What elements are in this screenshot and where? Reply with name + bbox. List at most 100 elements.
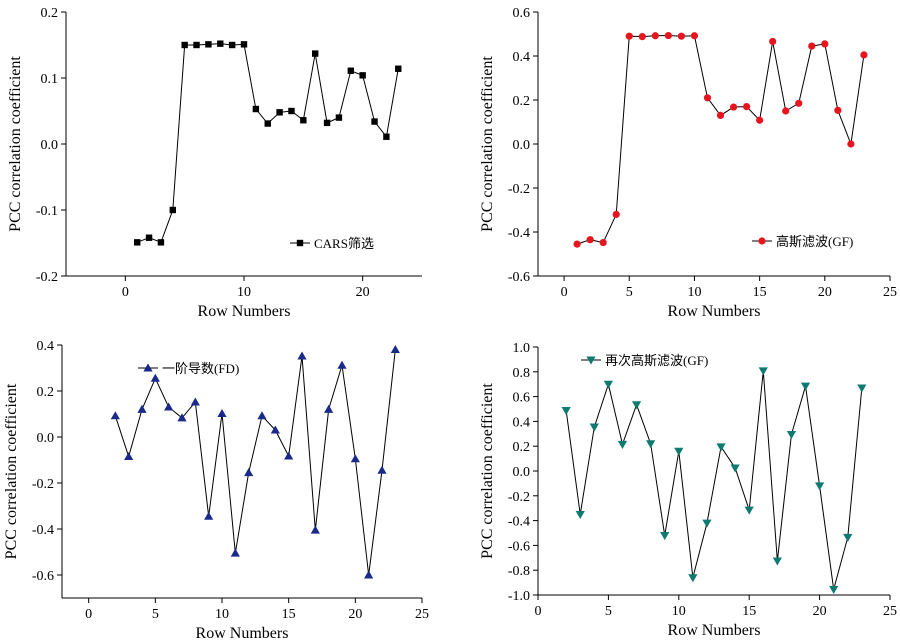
x-axis-title: Row Numbers [668,622,761,639]
data-point [181,41,188,49]
data-point [371,118,378,125]
data-point [193,41,200,49]
x-tick-label: 0 [535,604,542,619]
y-tick-label: 0.2 [41,6,59,21]
y-tick-label: 1.0 [513,341,531,356]
y-axis-title: PCC correlation coefficient [3,383,20,559]
data-point [335,114,343,121]
data-point [677,32,686,40]
x-tick-label: 5 [626,285,633,300]
y-tick-label: 0.4 [513,50,531,65]
data-point [664,31,672,40]
y-tick-label: 0.4 [513,415,531,430]
data-point [244,468,254,477]
data-point [300,117,307,124]
data-point [310,525,320,534]
data-point [769,37,777,46]
y-tick-label: -0.2 [32,477,54,492]
data-point [638,33,646,41]
data-point [860,51,868,59]
y-tick-label: -0.2 [508,490,530,505]
x-axis-title: Row Numbers [198,303,291,320]
series-line [576,35,865,245]
data-point [834,106,842,114]
x-tick-label: 10 [215,607,229,622]
data-point [772,557,782,566]
data-point [625,32,633,40]
data-point [257,411,267,420]
y-tick-label: 0.2 [513,440,531,455]
data-point [124,451,134,460]
y-tick-label: -0.6 [508,270,530,285]
data-point [612,210,620,218]
data-point [573,240,581,248]
x-tick-label: 5 [605,604,612,619]
chart-panel-2: -0.6 -0.4 -0.2 0.0 0.2 0.4 0.6 0 5 10 15 20 25 Row Nu… [479,6,897,320]
data-point [324,404,334,413]
data-point [795,99,803,107]
x-tick-label: 15 [282,607,296,622]
y-tick-label: 0.8 [513,366,531,381]
data-point [815,482,825,491]
data-point [150,373,160,382]
y-tick-label: 0.6 [513,391,531,406]
data-point [347,67,354,74]
y-tick-label: 0.4 [37,339,55,354]
data-point [730,464,740,473]
legend-label: 高斯滤波(GF) [776,234,853,249]
y-tick-label: 0.1 [41,72,59,87]
data-point [297,351,307,360]
data-point [758,367,768,376]
legend-marker [296,239,304,247]
data-point [690,32,699,40]
x-tick-label: 20 [818,285,832,300]
data-point [177,413,187,422]
data-point [312,50,319,57]
data-point [383,133,390,140]
data-point [110,411,120,420]
legend-label: CARS筛选 [314,236,374,251]
series-line [137,43,399,243]
chart-panel-1: -0.2 -0.1 0.0 0.1 0.2 0 10 20 Row Numbers PCC cor… [7,6,422,320]
y-tick-label: 0.0 [513,138,531,153]
data-point [586,236,594,244]
y-tick-label: 0.6 [513,6,531,21]
data-point [651,32,659,40]
legend: 再次高斯滤波(GF) [581,353,708,368]
x-tick-label: 20 [348,607,362,622]
legend-marker [758,237,766,245]
y-tick-label: -0.4 [32,523,54,538]
x-tick-label: 10 [237,285,251,300]
legend: CARS筛选 [290,236,374,251]
data-point [857,384,867,393]
y-tick-label: 0.0 [513,465,531,480]
legend: 高斯滤波(GF) [752,234,853,249]
data-point [756,116,764,124]
x-tick-label: 25 [883,604,897,619]
data-point [190,397,200,406]
data-point [240,41,248,48]
y-tick-label: -0.2 [36,270,58,285]
data-point [276,109,283,116]
x-axis-title: Row Numbers [196,625,289,642]
series-line [114,349,396,576]
data-point [800,382,811,391]
legend: 一阶导数(FD) [138,361,239,376]
data-point [205,41,212,48]
x-tick-label: 20 [356,285,370,300]
data-point [359,72,366,79]
y-tick-label: -0.1 [36,204,58,219]
data-point [288,107,295,115]
data-point [729,103,738,111]
data-point [660,532,670,541]
data-point [829,585,839,595]
data-point [603,380,613,389]
y-tick-label: -0.4 [508,226,530,241]
x-tick-label: 0 [122,285,129,300]
data-point [228,41,236,49]
y-tick-label: -1.0 [508,589,530,604]
data-point [350,454,360,463]
data-point [589,423,599,432]
x-tick-label: 0 [561,285,568,300]
data-point [744,506,754,515]
